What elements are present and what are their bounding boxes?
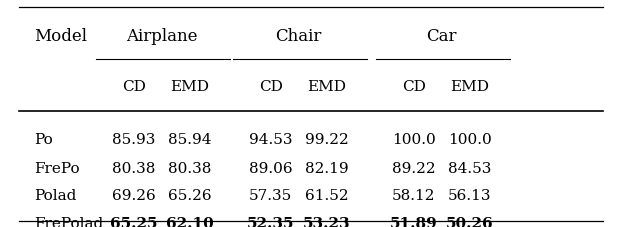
Text: FrePolad: FrePolad [34, 216, 103, 227]
Text: CD: CD [402, 79, 425, 93]
Text: 65.25: 65.25 [110, 216, 157, 227]
Text: 65.26: 65.26 [168, 188, 211, 202]
Text: Chair: Chair [276, 28, 322, 45]
Text: 89.06: 89.06 [249, 161, 292, 175]
Text: 61.52: 61.52 [305, 188, 348, 202]
Text: Polad: Polad [34, 188, 77, 202]
Text: Car: Car [426, 28, 457, 45]
Text: Airplane: Airplane [126, 28, 197, 45]
Text: 82.19: 82.19 [305, 161, 348, 175]
Text: 52.35: 52.35 [247, 216, 294, 227]
Text: 85.93: 85.93 [112, 133, 156, 147]
Text: 69.26: 69.26 [112, 188, 156, 202]
Text: EMD: EMD [170, 79, 209, 93]
Text: FrePo: FrePo [34, 161, 80, 175]
Text: 85.94: 85.94 [168, 133, 211, 147]
Text: 94.53: 94.53 [249, 133, 292, 147]
Text: 80.38: 80.38 [112, 161, 156, 175]
Text: 80.38: 80.38 [168, 161, 211, 175]
Text: 100.0: 100.0 [392, 133, 435, 147]
Text: 84.53: 84.53 [448, 161, 491, 175]
Text: 56.13: 56.13 [448, 188, 491, 202]
Text: 50.26: 50.26 [446, 216, 493, 227]
Text: 58.12: 58.12 [392, 188, 435, 202]
Text: Model: Model [34, 28, 87, 45]
Text: 100.0: 100.0 [448, 133, 491, 147]
Text: 53.23: 53.23 [303, 216, 350, 227]
Text: 57.35: 57.35 [249, 188, 292, 202]
Text: 62.10: 62.10 [166, 216, 213, 227]
Text: EMD: EMD [450, 79, 489, 93]
Text: 99.22: 99.22 [305, 133, 348, 147]
Text: CD: CD [259, 79, 282, 93]
Text: Po: Po [34, 133, 53, 147]
Text: EMD: EMD [307, 79, 346, 93]
Text: CD: CD [122, 79, 146, 93]
Text: 51.89: 51.89 [390, 216, 437, 227]
Text: 89.22: 89.22 [392, 161, 435, 175]
